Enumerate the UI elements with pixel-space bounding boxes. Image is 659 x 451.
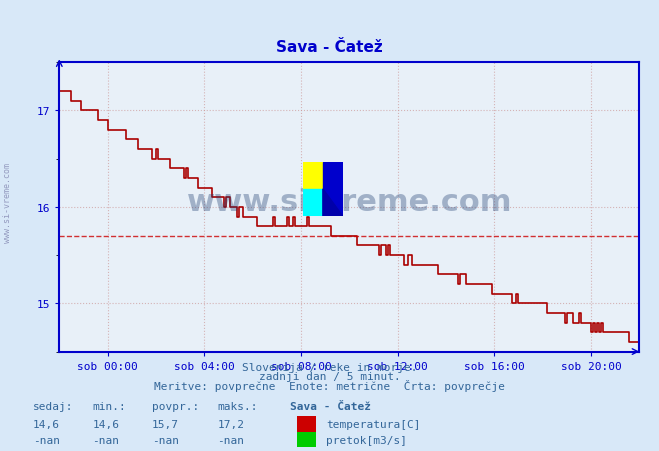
Text: -nan: -nan <box>152 435 179 445</box>
Text: -nan: -nan <box>33 435 60 445</box>
Text: povpr.:: povpr.: <box>152 401 199 411</box>
Text: Meritve: povprečne  Enote: metrične  Črta: povprečje: Meritve: povprečne Enote: metrične Črta:… <box>154 380 505 391</box>
Text: min.:: min.: <box>92 401 126 411</box>
Text: -nan: -nan <box>92 435 119 445</box>
Text: temperatura[C]: temperatura[C] <box>326 419 420 429</box>
Text: www.si-vreme.com: www.si-vreme.com <box>3 163 13 243</box>
Text: -nan: -nan <box>217 435 244 445</box>
Polygon shape <box>323 162 343 216</box>
Text: maks.:: maks.: <box>217 401 258 411</box>
Text: Sava - Čatež: Sava - Čatež <box>276 40 383 55</box>
Text: 15,7: 15,7 <box>152 419 179 429</box>
Bar <box>303 189 323 216</box>
Polygon shape <box>323 189 343 216</box>
Text: 14,6: 14,6 <box>33 419 60 429</box>
Text: 14,6: 14,6 <box>92 419 119 429</box>
Text: Sava - Čatež: Sava - Čatež <box>290 401 371 411</box>
Text: 17,2: 17,2 <box>217 419 244 429</box>
Text: pretok[m3/s]: pretok[m3/s] <box>326 435 407 445</box>
Text: Slovenija / reke in morje.: Slovenija / reke in morje. <box>242 363 417 373</box>
Text: zadnji dan / 5 minut.: zadnji dan / 5 minut. <box>258 372 401 382</box>
Text: sedaj:: sedaj: <box>33 401 73 411</box>
Bar <box>303 162 323 189</box>
Text: www.si-vreme.com: www.si-vreme.com <box>186 187 512 216</box>
